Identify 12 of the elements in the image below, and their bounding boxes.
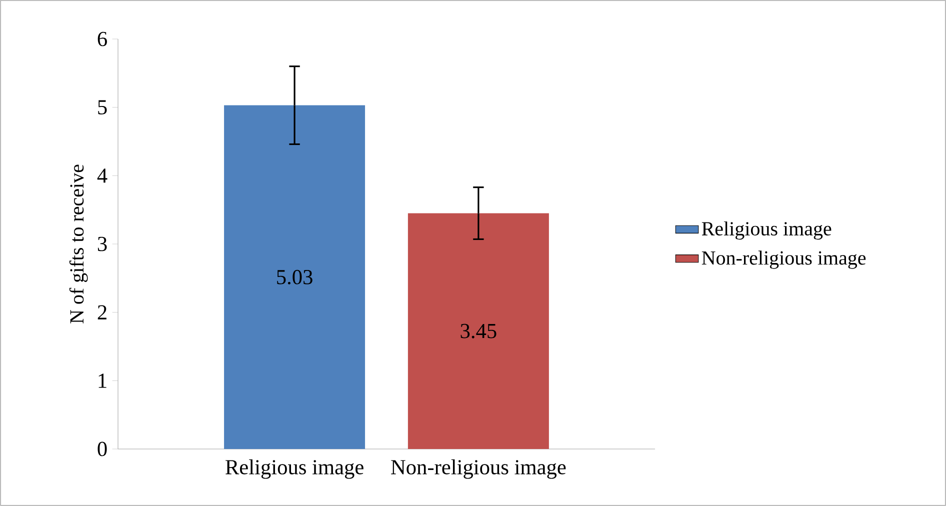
y-tick-label: 4 [97, 168, 108, 183]
data-label: 5.03 [277, 270, 312, 284]
y-tick-label: 6 [98, 32, 107, 46]
legend-label: Non-religious image [702, 250, 866, 269]
y-tick-label: 0 [98, 442, 107, 456]
y-tick-label: 3 [98, 236, 107, 252]
y-tick-label: 5 [98, 100, 107, 114]
data-label: 3.45 [460, 324, 496, 338]
y-tick-label: 2 [98, 305, 106, 320]
legend-label: Religious image [702, 221, 832, 240]
y-axis-title: N of gifts to receive [69, 164, 88, 324]
y-tick-label: 1 [98, 374, 106, 388]
